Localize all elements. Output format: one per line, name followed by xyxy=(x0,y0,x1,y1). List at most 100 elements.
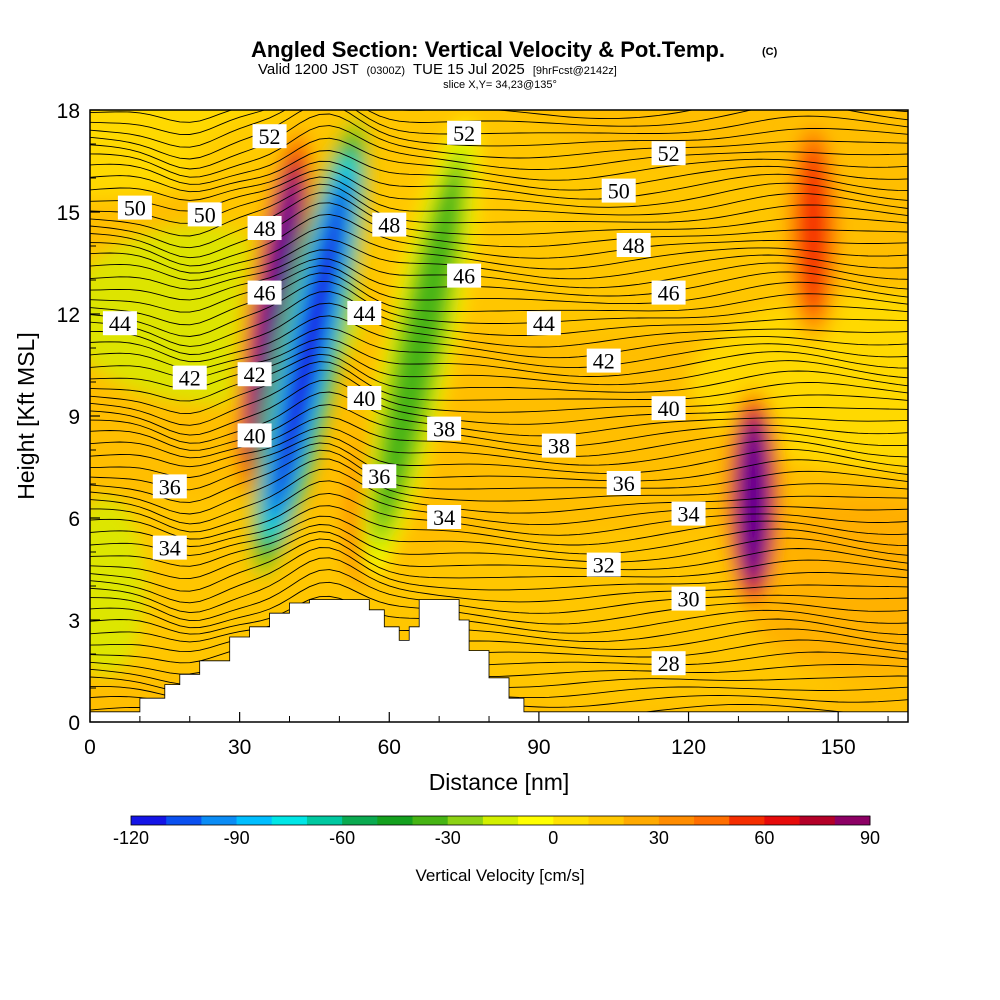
contour-label: 34 xyxy=(671,502,706,527)
theta-contour-line xyxy=(90,280,908,337)
contour-label-text: 44 xyxy=(109,311,131,336)
contour-label-text: 52 xyxy=(259,124,281,149)
x-tick-label: 0 xyxy=(84,736,96,759)
colorbar-tick-label: -120 xyxy=(113,828,149,848)
contour-label: 48 xyxy=(372,212,407,238)
contour-label-text: 34 xyxy=(678,502,700,527)
colorbar-tick-label: 60 xyxy=(754,828,774,848)
contour-label: 30 xyxy=(671,586,706,612)
colorbar-swatch xyxy=(623,816,660,825)
y-tick-label: 6 xyxy=(68,508,80,531)
contour-label-box xyxy=(172,365,207,390)
contour-label-text: 52 xyxy=(658,141,680,166)
contour-label: 42 xyxy=(237,362,272,387)
contour-label-text: 30 xyxy=(678,587,700,612)
contour-label-box xyxy=(447,263,482,288)
theta-contour-line xyxy=(90,531,908,580)
contour-label-box xyxy=(187,202,222,227)
contour-label-text: 48 xyxy=(378,213,400,238)
colorbar-swatch xyxy=(236,816,273,825)
theta-contour-line xyxy=(90,547,908,604)
x-tick-label: 120 xyxy=(671,736,706,759)
theta-contour-line xyxy=(90,505,908,547)
contour-label: 44 xyxy=(102,311,137,336)
colorbar-swatch xyxy=(131,816,167,825)
colorbar-swatch xyxy=(764,816,801,825)
theta-contour-line xyxy=(90,192,908,249)
colorbar-swatch xyxy=(412,816,449,825)
theta-contour-line xyxy=(90,369,908,426)
terrain xyxy=(89,599,909,723)
theta-contour-line xyxy=(90,492,908,540)
contour-label-box xyxy=(152,474,187,499)
theta-contour-line xyxy=(90,202,908,259)
colorbar-tick-label: -30 xyxy=(435,828,461,848)
theta-contour-line xyxy=(90,257,908,301)
contour-label: 42 xyxy=(586,348,621,374)
colorbar-tick-label: 30 xyxy=(649,828,669,848)
contour-label-text: 40 xyxy=(353,386,375,411)
contour-label: 50 xyxy=(187,202,222,227)
contour-label-text: 48 xyxy=(623,233,645,258)
downdraft-plume xyxy=(250,119,368,577)
colorbar-swatch xyxy=(834,816,871,825)
valid-date-label: TUE 15 Jul 2025 xyxy=(413,61,525,78)
theta-contour-line xyxy=(90,569,908,622)
contour-label: 52 xyxy=(651,141,686,166)
theta-contour-line xyxy=(90,150,908,193)
colorbar-frame xyxy=(130,815,871,826)
y-tick-label: 12 xyxy=(57,304,80,327)
contour-label: 48 xyxy=(616,233,651,258)
colorbar-swatch xyxy=(553,816,589,825)
contour-label-text: 44 xyxy=(533,311,555,336)
contour-label: 32 xyxy=(586,552,621,578)
contour-label: 36 xyxy=(606,471,641,496)
theta-contour-line xyxy=(90,595,908,635)
chart-title-block: Angled Section: Vertical Velocity & Pot.… xyxy=(251,37,778,91)
contour-label-box xyxy=(651,396,686,421)
theta-contour-line xyxy=(90,435,908,478)
contour-label-box xyxy=(651,280,686,305)
theta-contour-line xyxy=(90,226,908,274)
theta-contour-line xyxy=(90,379,908,436)
contour-label: 50 xyxy=(117,195,152,221)
theta-contour-line xyxy=(90,213,908,267)
colorbar-swatch xyxy=(482,816,519,825)
colorbar-tick-label: 0 xyxy=(548,828,558,848)
chart-title: Angled Section: Vertical Velocity & Pot.… xyxy=(251,37,725,62)
theta-contour-line xyxy=(90,468,908,525)
theta-contour-line xyxy=(90,169,908,212)
contour-label-box xyxy=(671,586,706,611)
contour-label-box xyxy=(362,464,397,489)
theta-contour-line xyxy=(90,427,908,468)
colorbar-swatch xyxy=(447,816,484,825)
theta-contour-line xyxy=(90,238,908,281)
theta-contour-line xyxy=(90,442,908,491)
contour-label-text: 46 xyxy=(658,281,680,306)
contour-label-box xyxy=(247,216,282,240)
theta-contour-line xyxy=(90,618,908,653)
colorbar-swatch xyxy=(799,816,836,825)
contour-label-box xyxy=(606,471,641,495)
colorbar-swatch xyxy=(729,816,765,825)
x-axis-label: Distance [nm] xyxy=(429,769,570,795)
contour-label-box xyxy=(347,386,382,410)
colorbar-tick-label: 90 xyxy=(860,828,880,848)
theta-contour-line xyxy=(90,160,908,201)
slice-label: slice X,Y= 34,23@135° xyxy=(443,79,557,91)
contour-label-box xyxy=(651,651,686,676)
contour-label: 44 xyxy=(526,311,561,336)
contour-label-box xyxy=(586,348,621,373)
contour-label-text: 34 xyxy=(433,505,455,530)
contour-label: 36 xyxy=(152,474,187,499)
downdraft-plume xyxy=(360,119,478,577)
theta-contour-line xyxy=(90,449,908,503)
contour-label-text: 42 xyxy=(179,366,201,391)
colorbar-title: Vertical Velocity [cm/s] xyxy=(415,866,584,885)
contour-label-box xyxy=(102,311,137,336)
contour-label-box xyxy=(541,433,576,458)
valid-utc-label: (0300Z) xyxy=(367,65,406,77)
theta-contour-line xyxy=(90,110,908,160)
colorbar-tick-label: -90 xyxy=(224,828,250,848)
